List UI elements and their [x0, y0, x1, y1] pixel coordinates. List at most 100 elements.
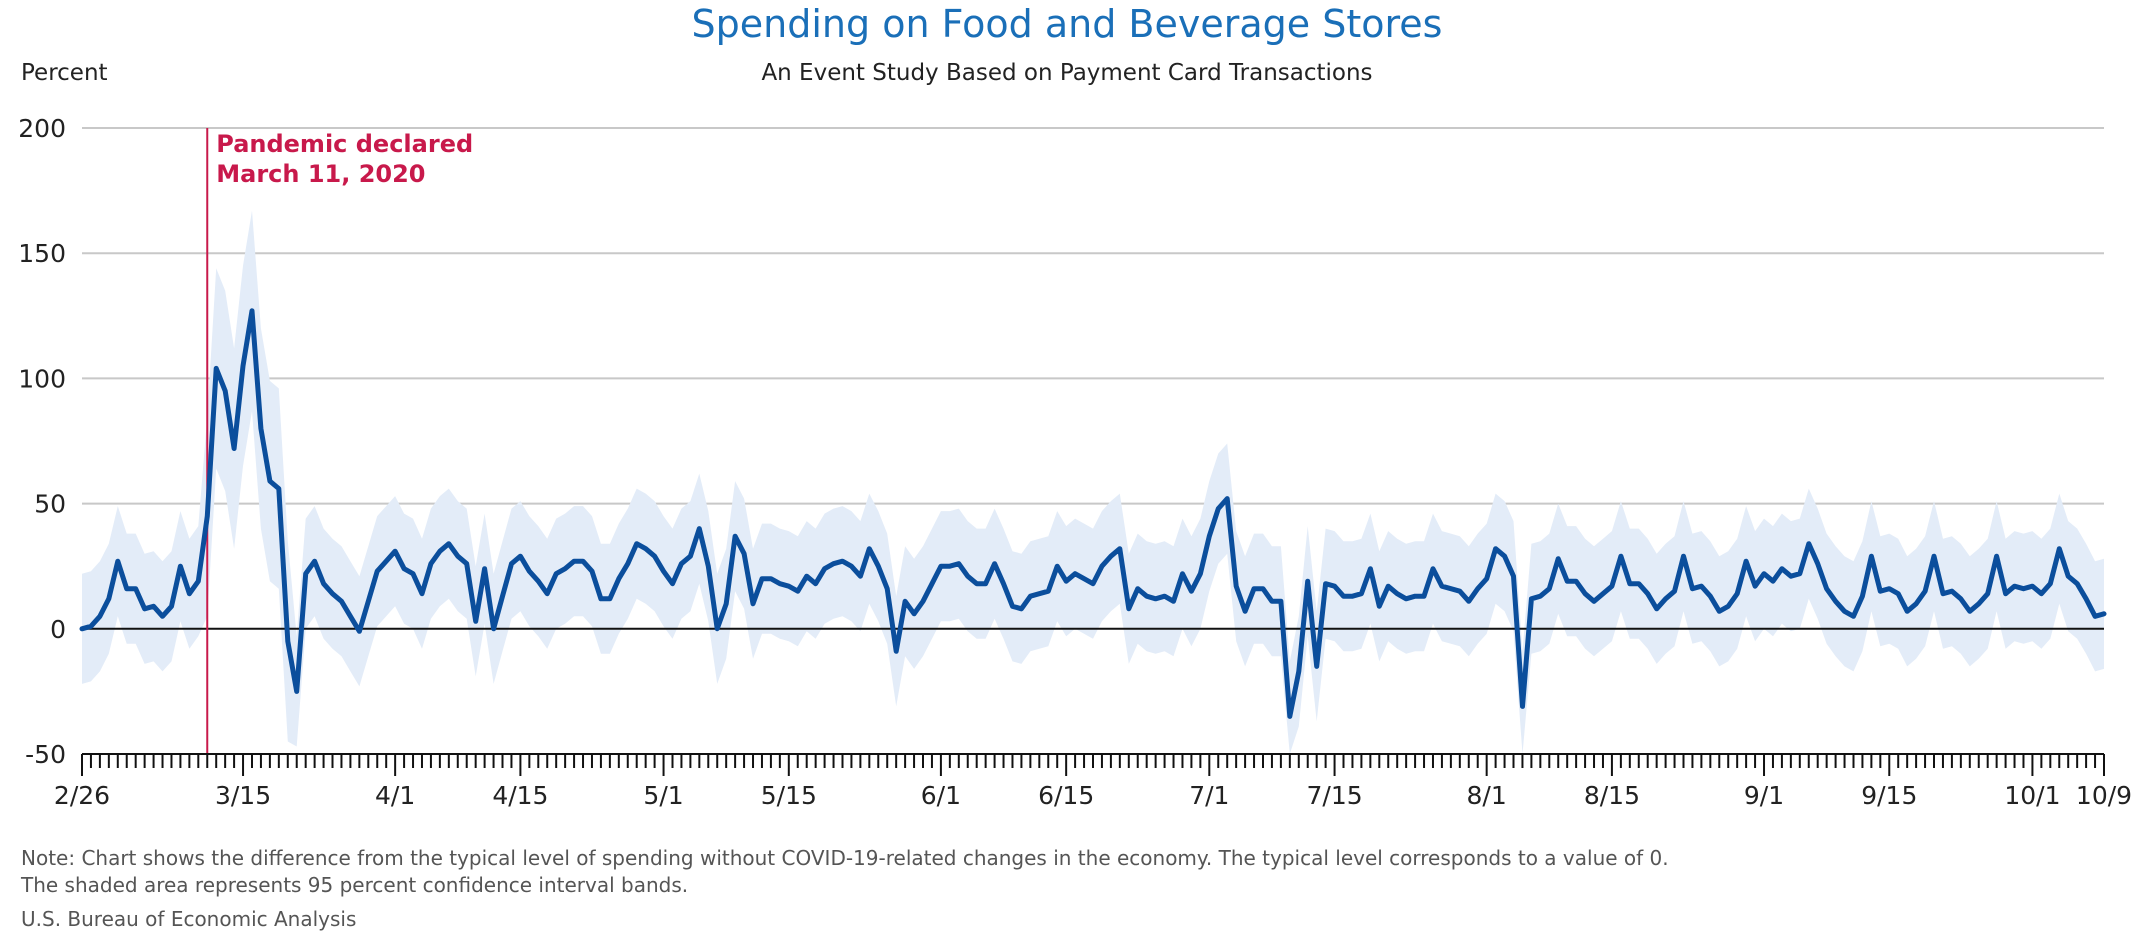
x-tick-label: 9/15 [1861, 781, 1917, 810]
data-point [1887, 586, 1892, 591]
data-point [1860, 594, 1865, 599]
y-tick-label-0: 0 [50, 615, 66, 644]
data-point [598, 596, 603, 601]
data-point [267, 479, 272, 484]
data-point [339, 599, 344, 604]
y-tick-label-100: 100 [18, 364, 66, 393]
data-point [1788, 574, 1793, 579]
data-point [1431, 566, 1436, 571]
data-point [500, 594, 505, 599]
x-tick-label: 8/15 [1584, 781, 1640, 810]
data-point [1806, 541, 1811, 546]
data-point [1234, 584, 1239, 589]
data-point [348, 614, 353, 619]
data-point [992, 561, 997, 566]
data-point [697, 526, 702, 531]
data-point [1762, 571, 1767, 576]
data-point [196, 579, 201, 584]
data-point [1037, 591, 1042, 596]
data-point [751, 601, 756, 606]
data-point [2066, 574, 2071, 579]
data-point [921, 599, 926, 604]
data-point [2048, 581, 2053, 586]
data-point [572, 559, 577, 564]
data-point [214, 366, 219, 371]
data-point [1842, 609, 1847, 614]
data-point [473, 619, 478, 624]
data-point [1171, 599, 1176, 604]
data-point [2003, 591, 2008, 596]
data-point [742, 551, 747, 556]
x-tick-label: 6/1 [921, 781, 961, 810]
y-tick-label-200: 200 [18, 114, 66, 143]
data-point [679, 561, 684, 566]
confidence-band [82, 210, 2104, 755]
data-point [581, 559, 586, 564]
data-point [1681, 554, 1686, 559]
data-point [464, 561, 469, 566]
data-point [1153, 596, 1158, 601]
data-point [1502, 554, 1507, 559]
y-tick-label-150: 150 [18, 239, 66, 268]
data-point [912, 611, 917, 616]
data-point [1815, 561, 1820, 566]
data-point [777, 581, 782, 586]
data-point [241, 363, 246, 368]
data-point [974, 581, 979, 586]
series-line-layer [79, 308, 2107, 719]
data-point [1744, 559, 1749, 564]
data-point [330, 591, 335, 596]
data-point [1162, 594, 1167, 599]
data-point [2057, 546, 2062, 551]
chart-title: Spending on Food and Beverage Stores [691, 2, 1443, 46]
data-point [1108, 554, 1113, 559]
data-point [1377, 604, 1382, 609]
data-point [1833, 599, 1838, 604]
annotation-line-2: March 11, 2020 [216, 160, 425, 188]
y-tick-labels: -50 0 50 100 150 200 [18, 114, 66, 769]
data-point [930, 581, 935, 586]
data-point [1878, 589, 1883, 594]
data-point [428, 561, 433, 566]
data-point [187, 591, 192, 596]
data-point [491, 626, 496, 631]
data-point [1126, 606, 1131, 611]
x-tick-label: 2/26 [54, 781, 110, 810]
data-point [1958, 596, 1963, 601]
data-point [983, 581, 988, 586]
data-point [1932, 554, 1937, 559]
data-point [393, 549, 398, 554]
x-axis: 2/26 3/15 4/1 4/15 5/1 5/15 6/1 6/15 7/1 7/15 8/1 8… [54, 753, 2132, 810]
data-point [1735, 591, 1740, 596]
data-point [133, 586, 138, 591]
data-point [1287, 714, 1292, 719]
data-point [106, 596, 111, 601]
data-point [1699, 584, 1704, 589]
data-point [1520, 704, 1525, 709]
gridlines [82, 127, 2104, 505]
y-tick-label--50: -50 [25, 740, 66, 769]
data-point [2012, 584, 2017, 589]
data-point [411, 571, 416, 576]
data-point [1771, 579, 1776, 584]
data-point [965, 574, 970, 579]
data-point [1216, 506, 1221, 511]
data-point [724, 601, 729, 606]
source-credit: U.S. Bureau of Economic Analysis [21, 907, 357, 931]
data-point [1261, 586, 1266, 591]
x-tick-label: 8/1 [1467, 781, 1507, 810]
data-point [1359, 591, 1364, 596]
data-point [437, 549, 442, 554]
data-point [634, 541, 639, 546]
data-point [1180, 571, 1185, 576]
data-point [903, 599, 908, 604]
data-point [1824, 586, 1829, 591]
data-point [321, 581, 326, 586]
x-tick-label: 6/15 [1038, 781, 1094, 810]
data-point [1923, 589, 1928, 594]
x-tick-label: 7/1 [1189, 781, 1229, 810]
data-point [1601, 591, 1606, 596]
data-point [786, 584, 791, 589]
data-point [250, 308, 255, 313]
confidence-band-layer [82, 210, 2104, 755]
